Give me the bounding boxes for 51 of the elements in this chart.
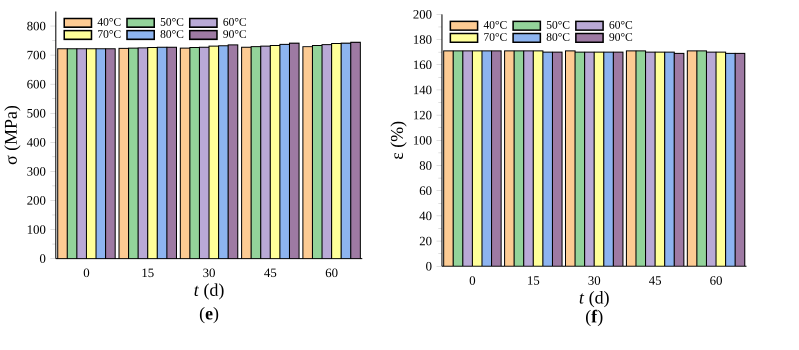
legend-label: 50°C <box>160 18 184 26</box>
x-tick-label: 45 <box>264 268 276 278</box>
legend-label: 90°C <box>609 33 632 42</box>
x-tick-label: 60 <box>710 276 722 286</box>
legend-label: 80°C <box>546 33 570 42</box>
y-tick-label: 400 <box>26 138 46 147</box>
y-tick-label: 20 <box>420 236 432 246</box>
legend-label: 40°C <box>98 18 120 26</box>
x-tick-label: 60 <box>326 268 338 278</box>
y-axis-title: ε (%) <box>390 122 407 160</box>
x-tick-label: 30 <box>588 276 600 286</box>
legend-label: 70°C <box>98 30 120 38</box>
y-tick-label: 180 <box>414 35 432 44</box>
y-tick-label: 160 <box>414 60 432 70</box>
y-tick-label: 200 <box>413 10 432 19</box>
legend-label: 80°C <box>160 30 184 38</box>
x-axis-title: t (d) <box>580 291 609 308</box>
y-tick-label: 0 <box>426 262 432 271</box>
legend-label: 90°C <box>223 30 246 38</box>
bar <box>228 45 238 259</box>
legend-label: 60°C <box>223 18 246 26</box>
x-axis-title: t (d) <box>194 284 224 300</box>
y-tick-label: 100 <box>28 225 46 234</box>
text: (f) <box>586 310 602 326</box>
x-tick-label: 0 <box>84 268 90 278</box>
bar <box>58 48 68 259</box>
y-tick-label: 60 <box>420 186 432 196</box>
legend-label: 60°C <box>609 21 632 29</box>
bar <box>340 42 352 259</box>
x-tick-label: 30 <box>203 268 215 278</box>
y-tick-label: 0 <box>40 254 46 264</box>
y-tick-label: 100 <box>414 136 432 145</box>
y-tick-label: 600 <box>27 80 46 89</box>
y-tick-label: 800 <box>27 22 46 31</box>
legend-label: 40°C <box>484 21 507 29</box>
x-tick-label: 15 <box>528 276 540 285</box>
x-tick-label: 0 <box>470 276 476 286</box>
y-tick-label: 500 <box>27 109 46 118</box>
legend-label: 50°C <box>546 21 570 29</box>
x-tick-label: 45 <box>648 276 662 285</box>
y-tick-label: 140 <box>414 86 432 94</box>
legend-label: 70°C <box>484 33 507 42</box>
text: (e) <box>200 307 218 324</box>
y-tick-label: 40 <box>419 212 432 220</box>
y-tick-label: 200 <box>27 196 46 205</box>
y-axis-title: σ (MPa) <box>4 106 20 164</box>
y-tick-label: 80 <box>420 161 432 170</box>
y-tick-label: 700 <box>28 51 46 60</box>
y-tick-label: 120 <box>414 111 432 120</box>
y-tick-label: 300 <box>27 167 46 176</box>
x-tick-label: 15 <box>142 268 154 278</box>
